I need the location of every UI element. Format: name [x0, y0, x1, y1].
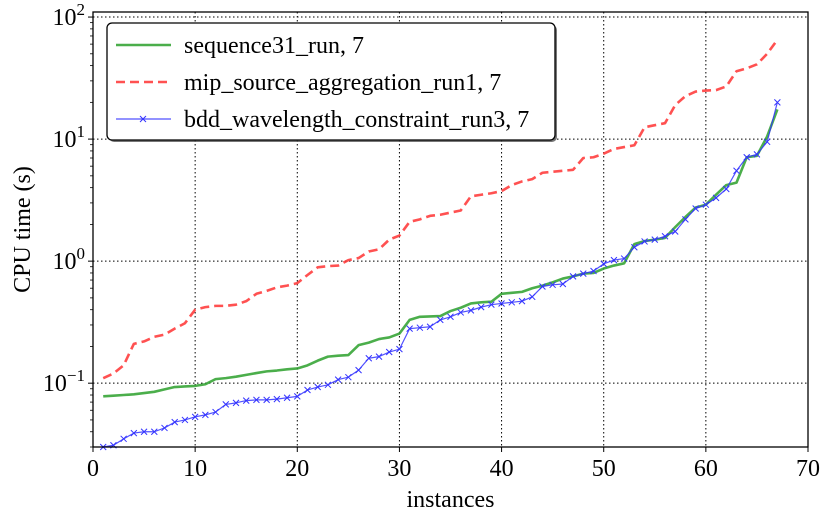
data-point-marker	[130, 429, 138, 437]
legend-label-3: bdd_wavelength_constraint_run3, 7	[184, 107, 529, 133]
data-point-marker	[191, 413, 199, 421]
data-point-marker	[518, 297, 526, 305]
data-point-marker	[293, 393, 301, 400]
data-point-marker	[314, 383, 322, 391]
data-point-marker	[590, 267, 597, 275]
data-point-marker	[253, 396, 260, 404]
data-point-marker	[171, 418, 179, 426]
data-point-marker	[549, 281, 556, 289]
data-point-marker	[569, 273, 577, 280]
data-point-marker	[334, 376, 342, 383]
x-axis-label: instances	[407, 487, 495, 513]
data-point-marker	[447, 313, 454, 321]
data-point-marker	[508, 298, 516, 306]
data-point-marker	[733, 167, 740, 175]
data-point-marker	[579, 270, 587, 277]
x-tick-label: 40	[490, 456, 514, 482]
x-tick-label: 30	[387, 456, 411, 482]
y-tick-label: 100	[53, 244, 86, 275]
y-tick-label: 101	[53, 122, 86, 153]
y-tick-label: 102	[53, 0, 86, 31]
data-point-marker	[467, 307, 475, 314]
data-point-marker	[242, 397, 250, 404]
data-point-marker	[232, 399, 240, 407]
data-point-marker	[600, 260, 608, 268]
x-tick-label: 70	[796, 456, 820, 482]
x-tick-label: 20	[285, 456, 309, 482]
data-point-marker	[212, 408, 219, 416]
data-point-marker	[416, 324, 424, 332]
legend-label-1: sequence31_run, 7	[184, 33, 364, 59]
data-point-marker	[641, 238, 648, 245]
data-point-marker	[263, 396, 270, 404]
data-point-marker	[426, 323, 434, 331]
data-point-marker	[457, 309, 465, 316]
data-point-marker	[355, 366, 362, 374]
x-tick-label: 10	[183, 456, 207, 482]
data-point-marker	[150, 428, 158, 436]
data-point-marker	[753, 150, 761, 158]
data-point-marker	[559, 280, 567, 288]
y-tick-label: 10−1	[43, 366, 85, 397]
legend-box	[106, 22, 556, 141]
data-point-marker	[671, 228, 679, 235]
data-point-marker	[528, 293, 536, 301]
data-point-marker	[692, 205, 699, 212]
data-point-marker	[120, 435, 127, 443]
data-point-marker	[222, 401, 230, 408]
series-line-1	[103, 108, 779, 398]
data-point-marker	[161, 424, 168, 432]
data-point-marker	[763, 138, 771, 146]
legend-label-2: mip_source_aggregation_run1, 7	[184, 70, 501, 96]
data-point-marker	[202, 411, 209, 419]
data-point-marker	[651, 236, 659, 244]
plot-frame	[92, 11, 809, 448]
legend: sequence31_run, 7 mip_source_aggregation_…	[106, 22, 557, 142]
x-tick-label: 60	[694, 456, 718, 482]
x-tick-label: 50	[592, 456, 616, 482]
data-point-marker	[375, 353, 383, 360]
data-point-marker	[774, 99, 781, 106]
data-point-marker	[181, 416, 189, 424]
data-point-marker	[345, 373, 352, 381]
data-point-marker	[273, 395, 281, 403]
series-line-2	[102, 39, 779, 380]
y-axis-label: CPU time (s)	[10, 166, 36, 293]
data-point-marker	[610, 256, 618, 264]
data-point-marker	[477, 303, 485, 311]
data-point-marker	[396, 345, 403, 353]
data-point-marker	[631, 243, 638, 251]
axis-ticks: 0 10 20 30 40 50 60 70 10−1 100 101 102	[43, 0, 820, 482]
data-point-marker	[488, 301, 495, 309]
data-point-marker	[702, 201, 710, 209]
data-point-marker	[743, 153, 751, 161]
data-point-marker	[304, 386, 311, 394]
series-line-3	[103, 102, 778, 448]
data-point-marker	[436, 316, 444, 324]
data-point-marker	[324, 381, 332, 389]
series-layer	[99, 39, 781, 451]
data-point-marker	[140, 428, 148, 436]
data-point-marker	[661, 232, 669, 240]
data-point-marker	[682, 215, 689, 223]
data-point-marker	[722, 185, 730, 193]
data-point-marker	[539, 283, 546, 290]
data-point-marker	[365, 354, 373, 362]
data-point-marker	[385, 348, 393, 356]
data-point-marker	[498, 300, 505, 307]
legend-marker	[139, 115, 147, 123]
data-point-marker	[406, 325, 413, 332]
data-point-marker	[712, 194, 720, 202]
data-point-marker	[620, 255, 628, 262]
data-point-marker	[283, 394, 291, 402]
x-tick-label: 0	[87, 456, 99, 482]
